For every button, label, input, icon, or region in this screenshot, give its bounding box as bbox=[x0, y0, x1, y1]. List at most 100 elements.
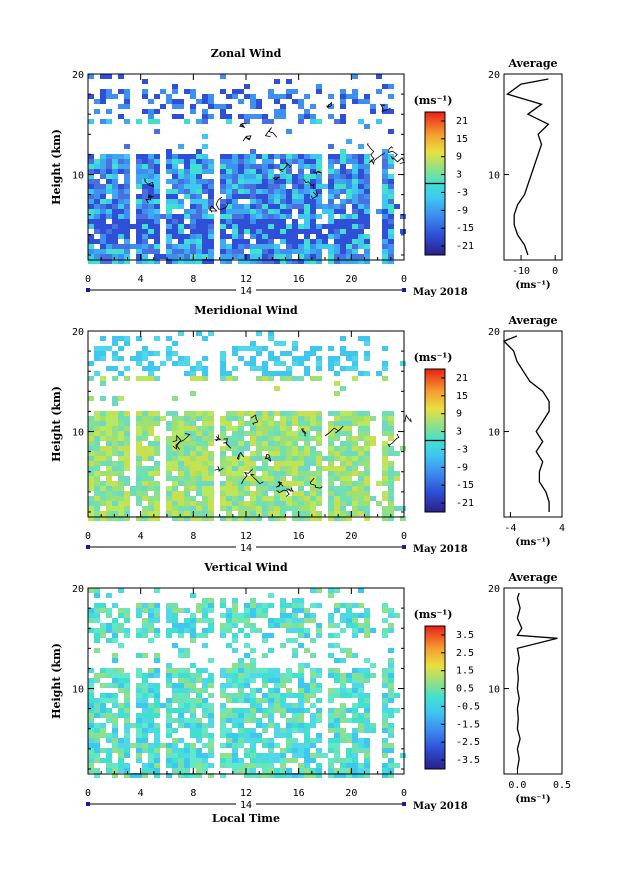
heatmap-cell bbox=[244, 441, 250, 446]
heatmap-cell bbox=[274, 703, 280, 708]
heatmap-cell bbox=[310, 244, 316, 249]
heatmap-cell bbox=[382, 104, 388, 109]
heatmap-cell bbox=[262, 219, 268, 224]
heatmap-cell bbox=[352, 199, 358, 204]
heatmap-cell bbox=[340, 773, 346, 778]
heatmap-cell bbox=[166, 254, 172, 259]
heatmap-cell bbox=[262, 249, 268, 254]
heatmap-cell bbox=[208, 254, 214, 259]
heatmap-cell bbox=[154, 154, 160, 159]
heatmap-cell bbox=[292, 618, 298, 623]
heatmap-cell bbox=[184, 361, 190, 366]
heatmap-cell bbox=[256, 436, 262, 441]
heatmap-cell bbox=[388, 628, 394, 633]
heatmap-cell bbox=[166, 628, 172, 633]
heatmap-cell bbox=[244, 259, 250, 264]
heatmap-cell bbox=[382, 456, 388, 461]
heatmap-cell bbox=[178, 748, 184, 753]
heatmap-cell bbox=[148, 204, 154, 209]
heatmap-cell bbox=[178, 723, 184, 728]
heatmap-cell bbox=[292, 341, 298, 346]
heatmap-cell bbox=[106, 758, 112, 763]
heatmap-cell bbox=[106, 249, 112, 254]
heatmap-cell bbox=[184, 214, 190, 219]
heatmap-cell bbox=[184, 436, 190, 441]
heatmap-cell bbox=[238, 254, 244, 259]
heatmap-cell bbox=[370, 663, 376, 668]
heatmap-cell bbox=[256, 244, 262, 249]
heatmap-cell bbox=[358, 673, 364, 678]
heatmap-cell bbox=[220, 763, 226, 768]
heatmap-cell bbox=[136, 471, 142, 476]
heatmap-cell bbox=[310, 189, 316, 194]
heatmap-cell bbox=[316, 753, 322, 758]
heatmap-cell bbox=[226, 189, 232, 194]
x-tick-label: 0 bbox=[85, 788, 91, 799]
heatmap-cell bbox=[358, 723, 364, 728]
heatmap-cell bbox=[298, 179, 304, 184]
heatmap-cell bbox=[262, 164, 268, 169]
heatmap-cell bbox=[262, 471, 268, 476]
heatmap-cell bbox=[238, 663, 244, 668]
heatmap-cell bbox=[136, 461, 142, 466]
heatmap-cell bbox=[388, 491, 394, 496]
heatmap-cell bbox=[250, 254, 256, 259]
heatmap-cell bbox=[166, 728, 172, 733]
heatmap-cell bbox=[280, 214, 286, 219]
heatmap-cell bbox=[268, 481, 274, 486]
heatmap-cell bbox=[196, 451, 202, 456]
heatmap-cell bbox=[316, 476, 322, 481]
heatmap-cell bbox=[364, 768, 370, 773]
heatmap-cell bbox=[244, 114, 250, 119]
heatmap-cell bbox=[172, 396, 178, 401]
heatmap-cell bbox=[382, 189, 388, 194]
heatmap-cell bbox=[226, 738, 232, 743]
heatmap-cell bbox=[304, 114, 310, 119]
heatmap-cell bbox=[142, 259, 148, 264]
heatmap-cell bbox=[112, 179, 118, 184]
heatmap-cell bbox=[358, 491, 364, 496]
heatmap-cell bbox=[310, 104, 316, 109]
heatmap-cell bbox=[172, 159, 178, 164]
heatmap-cell bbox=[208, 461, 214, 466]
contour-line bbox=[208, 205, 218, 213]
heatmap-cell bbox=[310, 753, 316, 758]
contour-line bbox=[286, 487, 295, 492]
heatmap-cell bbox=[148, 618, 154, 623]
day-label-bg bbox=[236, 542, 256, 552]
heatmap-cell bbox=[382, 214, 388, 219]
heatmap-cell bbox=[112, 668, 118, 673]
heatmap-cell bbox=[250, 114, 256, 119]
heatmap-cell bbox=[94, 259, 100, 264]
heatmap-cell bbox=[142, 673, 148, 678]
day-label: 14 bbox=[240, 543, 252, 554]
heatmap-cell bbox=[340, 386, 346, 391]
heatmap-cell bbox=[322, 244, 328, 249]
heatmap-cell bbox=[166, 149, 172, 154]
heatmap-cell bbox=[388, 668, 394, 673]
heatmap-cell bbox=[148, 703, 154, 708]
heatmap-cell bbox=[154, 773, 160, 778]
heatmap-cell bbox=[172, 496, 178, 501]
heatmap-cell bbox=[100, 673, 106, 678]
heatmap-cell bbox=[148, 673, 154, 678]
heatmap-cell bbox=[340, 688, 346, 693]
heatmap-cell bbox=[328, 496, 334, 501]
heatmap-cell bbox=[142, 219, 148, 224]
heatmap-cell bbox=[280, 184, 286, 189]
heatmap-cell bbox=[280, 351, 286, 356]
heatmap-cell bbox=[340, 204, 346, 209]
heatmap-cell bbox=[154, 351, 160, 356]
heatmap-cell bbox=[322, 209, 328, 214]
heatmap-cell bbox=[280, 376, 286, 381]
heatmap-cell bbox=[304, 461, 310, 466]
heatmap-cell bbox=[328, 476, 334, 481]
heatmap-cell bbox=[172, 476, 178, 481]
heatmap-cell bbox=[196, 426, 202, 431]
heatmap-cell bbox=[94, 471, 100, 476]
heatmap-cell bbox=[100, 376, 106, 381]
heatmap-cell bbox=[118, 643, 124, 648]
heatmap-cell bbox=[88, 698, 94, 703]
heatmap-cell bbox=[352, 678, 358, 683]
heatmap-cell bbox=[364, 501, 370, 506]
